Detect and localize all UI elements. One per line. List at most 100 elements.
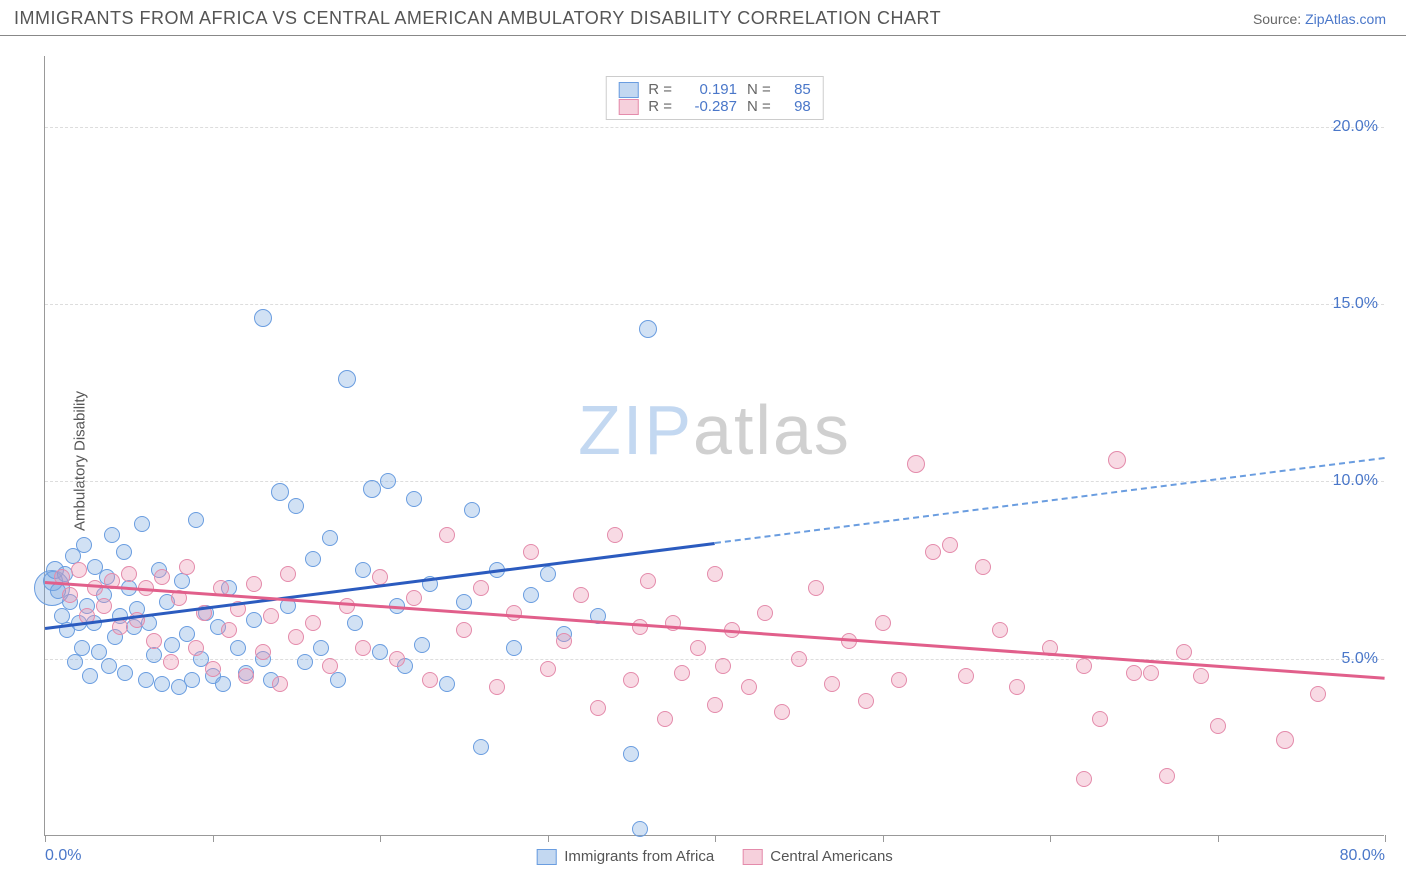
scatter-point [163,654,179,670]
scatter-point [87,580,103,596]
scatter-point [992,622,1008,638]
x-tick-label: 0.0% [45,847,81,865]
scatter-point [339,598,355,614]
scatter-point [556,633,572,649]
scatter-point [174,573,190,589]
legend-row: R =-0.287N =98 [618,98,811,115]
y-tick-label: 15.0% [1333,295,1378,313]
scatter-point [116,544,132,560]
legend-swatch [618,82,638,98]
scatter-point [665,615,681,631]
scatter-point [138,672,154,688]
scatter-point [523,587,539,603]
scatter-point [288,629,304,645]
scatter-point [246,612,262,628]
scatter-point [1159,768,1175,784]
n-label: N = [747,81,771,98]
scatter-point [573,587,589,603]
scatter-point [1193,668,1209,684]
scatter-point [117,665,133,681]
source-link[interactable]: ZipAtlas.com [1305,11,1386,27]
scatter-point [322,530,338,546]
scatter-point [221,622,237,638]
scatter-point [154,676,170,692]
scatter-point [489,679,505,695]
n-label: N = [747,98,771,115]
y-tick-label: 20.0% [1333,118,1378,136]
watermark: ZIPatlas [578,390,851,470]
scatter-point [255,644,271,660]
scatter-point [1210,718,1226,734]
scatter-point [523,544,539,560]
r-label: R = [648,98,672,115]
scatter-point [121,566,137,582]
scatter-point [757,605,773,621]
scatter-point [975,559,991,575]
scatter-point [907,455,925,473]
legend-swatch [742,849,762,865]
legend-item: Central Americans [742,848,893,865]
scatter-point [254,309,272,327]
scatter-point [456,594,472,610]
r-value: -0.287 [682,98,737,115]
scatter-point [74,640,90,656]
legend-swatch [618,99,638,115]
x-tick [380,835,381,842]
scatter-point [715,658,731,674]
scatter-point [456,622,472,638]
scatter-point [674,665,690,681]
scatter-point [942,537,958,553]
scatter-point [473,739,489,755]
scatter-point [372,644,388,660]
x-tick [213,835,214,842]
y-tick-label: 10.0% [1333,472,1378,490]
scatter-point [632,619,648,635]
scatter-point [134,516,150,532]
legend-swatch [536,849,556,865]
scatter-point [875,615,891,631]
scatter-point [707,697,723,713]
scatter-point [774,704,790,720]
trend-line [715,457,1385,545]
legend-label: Central Americans [770,848,893,865]
scatter-point [288,498,304,514]
scatter-point [62,587,78,603]
scatter-point [146,647,162,663]
scatter-point [146,633,162,649]
scatter-point [1276,731,1294,749]
scatter-point [464,502,480,518]
scatter-point [305,551,321,567]
n-value: 85 [781,81,811,98]
chart-header: IMMIGRANTS FROM AFRICA VS CENTRAL AMERIC… [0,0,1406,36]
scatter-point [230,640,246,656]
scatter-point [104,527,120,543]
scatter-point [632,821,648,837]
scatter-point [623,672,639,688]
scatter-point [389,651,405,667]
scatter-point [355,562,371,578]
scatter-point [1009,679,1025,695]
scatter-point [439,676,455,692]
scatter-point [540,661,556,677]
scatter-point [607,527,623,543]
scatter-point [1310,686,1326,702]
scatter-point [439,527,455,543]
scatter-point [82,668,98,684]
scatter-point [263,608,279,624]
scatter-point [590,700,606,716]
scatter-point [1126,665,1142,681]
x-tick [45,835,46,842]
scatter-point [473,580,489,596]
scatter-point [506,605,522,621]
r-value: 0.191 [682,81,737,98]
scatter-point [96,598,112,614]
scatter-point [272,676,288,692]
y-tick-label: 5.0% [1342,650,1378,668]
x-tick-label: 80.0% [1340,847,1385,865]
x-tick [1385,835,1386,842]
chart-area: Ambulatory Disability ZIPatlas R =0.191N… [0,36,1406,886]
scatter-point [91,644,107,660]
x-tick [883,835,884,842]
scatter-point [322,658,338,674]
scatter-plot: ZIPatlas R =0.191N =85R =-0.287N =98 Imm… [44,56,1384,836]
